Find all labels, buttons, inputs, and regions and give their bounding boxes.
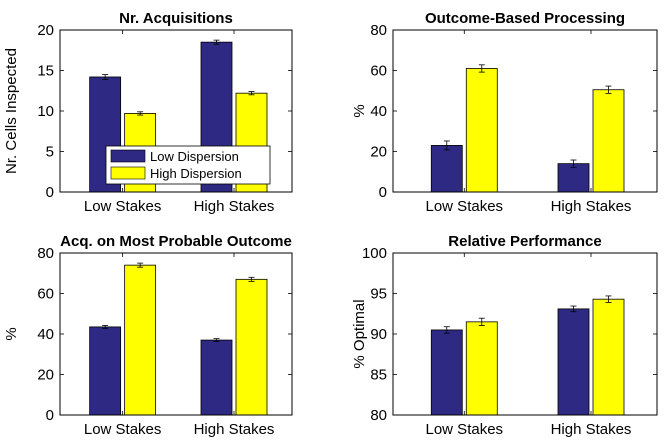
y-tick-label: 85 [370,367,387,384]
plot-area-frame [59,252,293,416]
error-bar [102,74,109,80]
y-tick-label: 40 [370,103,387,120]
error-bar [213,39,220,45]
x-tick-label: High Stakes [194,421,275,438]
y-tick-label: 0 [46,407,54,424]
bar-high-dispersion-high-stakes [235,278,268,416]
subplot-1: Nr. Acquisitions Nr. Cells Inspected Low S… [3,10,293,215]
y-tick-label: 0 [46,184,54,201]
legend: Low Dispersion High Dispersion [105,145,271,185]
subplot-title: Relative Performance [448,233,601,250]
error-bar [213,338,220,342]
error-bar [248,276,255,282]
y-tick-label: 40 [37,326,54,343]
subplot-3: Acq. on Most Probable Outcome% Low Stakes… [3,233,293,438]
x-tick-label: Low Stakes [84,421,162,438]
y-tick-label: 20 [370,144,387,161]
error-bar [137,262,144,268]
error-bar [137,111,144,116]
x-tick-label: Low Stakes [84,198,162,215]
legend-entry: High Dispersion [150,166,242,181]
error-bar [605,295,612,303]
bar-low-dispersion-high-stakes [200,339,233,416]
bar-high-dispersion-low-stakes [124,264,157,416]
bar-low-dispersion-high-stakes [557,163,590,193]
bar-low-dispersion-low-stakes [430,145,463,193]
subplot-title: Nr. Acquisitions [119,10,233,27]
subplot-2: Outcome-Based Processing% Low Stakes High … [351,10,658,215]
error-bar [605,85,612,94]
error-bar [443,326,450,334]
subplot-title: Outcome-Based Processing [425,10,625,27]
legend-swatch [110,149,146,163]
error-bar [478,317,485,326]
x-tick-label: High Stakes [194,198,275,215]
y-tick-label: 80 [37,245,54,262]
bar-high-dispersion-high-stakes [592,89,625,193]
y-tick-label: 60 [370,63,387,80]
error-bar [570,305,577,313]
legend-entry: Low Dispersion [150,149,239,164]
y-tick-label: 60 [37,286,54,303]
x-tick-label: High Stakes [551,198,632,215]
y-tick-label: 20 [37,367,54,384]
y-axis-label: Nr. Cells Inspected [3,48,20,174]
y-tick-label: 20 [37,22,54,39]
bar-high-dispersion-low-stakes [465,321,498,416]
y-tick-label: 95 [370,286,387,303]
y-tick-label: 0 [379,184,387,201]
x-tick-label: Low Stakes [426,198,504,215]
error-bar [248,91,255,96]
y-tick-label: 10 [37,103,54,120]
y-axis-label: % [3,327,20,340]
y-tick-label: 15 [37,63,54,80]
y-tick-label: 5 [46,144,54,161]
y-tick-label: 100 [362,245,387,262]
plot-area-frame [392,252,658,416]
y-tick-label: 80 [370,407,387,424]
plot-area-frame [59,29,293,193]
error-bar [570,159,577,168]
x-tick-label: Low Stakes [426,421,504,438]
legend-swatch [110,166,146,180]
plot-area-frame [392,29,658,193]
bar-low-dispersion-low-stakes [430,329,463,416]
error-bar [443,140,450,151]
bar-low-dispersion-low-stakes [89,326,122,416]
bar-high-dispersion-high-stakes [592,298,625,416]
bar-high-dispersion-low-stakes [465,68,498,193]
error-bar [102,325,109,329]
subplot-4: Relative Performance % Optimal Low Stakes H… [351,233,658,438]
y-tick-label: 90 [370,326,387,343]
bar-low-dispersion-high-stakes [557,308,590,416]
x-tick-label: High Stakes [551,421,632,438]
y-axis-label: % [351,104,368,117]
y-tick-label: 80 [370,22,387,39]
subplot-title: Acq. on Most Probable Outcome [60,233,292,250]
y-axis-label: % Optimal [351,299,368,368]
error-bar [478,64,485,73]
